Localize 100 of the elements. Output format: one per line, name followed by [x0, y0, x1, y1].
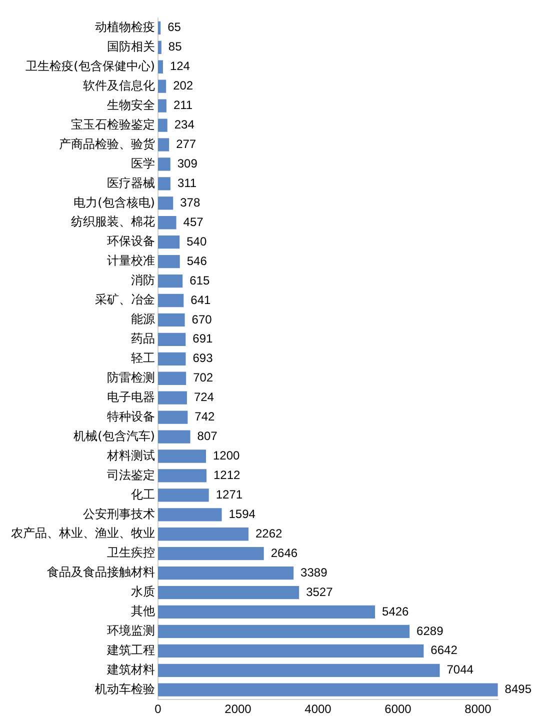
bar	[158, 430, 190, 444]
y-tick-label: 软件及信息化	[83, 78, 155, 92]
bar	[158, 158, 170, 171]
data-label: 615	[190, 273, 210, 288]
y-tick-label: 采矿、冶金	[95, 292, 155, 307]
data-label: 1594	[228, 506, 256, 521]
x-tick-label: 2000	[224, 702, 252, 716]
data-label: 309	[177, 156, 198, 171]
data-label: 378	[180, 195, 200, 210]
y-tick-label: 国防相关	[107, 40, 155, 54]
y-tick-label: 动植物检疫	[95, 20, 155, 34]
data-label: 691	[192, 332, 213, 346]
bar	[158, 664, 440, 677]
x-tick-label: 8000	[464, 702, 492, 716]
data-label: 2262	[255, 526, 282, 540]
data-label: 211	[173, 98, 193, 112]
y-tick-label: 农产品、林业、渔业、牧业	[11, 526, 155, 540]
bar	[158, 60, 163, 74]
y-tick-label: 消防	[131, 273, 155, 288]
y-tick-label: 机械(包含汽车)	[74, 428, 155, 443]
data-label: 234	[174, 118, 195, 132]
bar	[158, 40, 162, 54]
data-label: 7044	[446, 662, 474, 677]
bar	[158, 313, 185, 327]
bar	[158, 488, 209, 502]
data-label: 457	[183, 214, 204, 229]
y-tick-label: 药品	[131, 332, 155, 346]
data-label: 65	[168, 20, 182, 34]
data-label: 202	[173, 78, 194, 93]
y-tick-label: 宝玉石检验鉴定	[71, 117, 155, 132]
bar	[158, 605, 376, 619]
y-tick-label: 公安刑事技术	[83, 506, 155, 521]
data-label: 1212	[213, 468, 240, 482]
y-tick-label: 医疗器械	[107, 176, 155, 190]
bar	[158, 450, 206, 463]
bar	[158, 566, 294, 580]
bar	[158, 469, 206, 482]
data-label: 6289	[416, 624, 444, 638]
bar	[158, 528, 248, 541]
data-label: 540	[186, 234, 207, 248]
bar	[158, 254, 180, 268]
y-tick-label: 水质	[131, 584, 155, 599]
data-label: 311	[177, 176, 197, 190]
bar	[158, 274, 183, 288]
data-label: 1271	[216, 487, 243, 502]
bar	[158, 99, 166, 112]
data-label: 3527	[306, 584, 334, 599]
y-tick-label: 能源	[131, 312, 155, 326]
bar	[158, 391, 187, 404]
y-tick-label: 计量校准	[107, 254, 155, 268]
data-label: 693	[192, 351, 214, 366]
bar	[158, 547, 264, 560]
y-tick-label: 建筑材料	[106, 662, 155, 677]
data-label: 546	[186, 254, 208, 268]
y-tick-label: 电力(包含核电)	[74, 195, 155, 210]
bar	[158, 508, 222, 522]
x-tick-label: 6000	[384, 702, 412, 716]
y-tick-label: 环境监测	[107, 624, 155, 638]
data-label: 1200	[213, 448, 240, 463]
bar	[158, 352, 186, 366]
y-tick-label: 建筑工程	[106, 643, 155, 658]
data-label: 85	[168, 40, 182, 54]
y-tick-label: 材料测试	[106, 448, 155, 462]
bar	[158, 332, 186, 346]
bar	[158, 196, 174, 210]
bar	[158, 236, 180, 249]
data-label: 2646	[270, 546, 298, 560]
data-label: 742	[194, 410, 216, 424]
data-label: 277	[176, 137, 196, 152]
y-tick-label: 电子电器	[107, 390, 155, 404]
y-tick-label: 纺织服装、棉花	[71, 214, 155, 229]
y-tick-label: 生物安全	[107, 98, 155, 112]
data-label: 8495	[504, 682, 532, 696]
y-tick-label: 化工	[131, 487, 155, 502]
bar	[158, 177, 170, 190]
y-tick-label: 轻工	[131, 351, 155, 366]
y-tick-label: 防雷检测	[107, 370, 155, 384]
bar	[158, 586, 300, 600]
bar	[158, 294, 184, 308]
bar	[158, 644, 424, 658]
data-label: 702	[193, 370, 214, 385]
bar	[158, 21, 161, 35]
y-tick-label: 卫生检疫(包含保健中心)	[26, 58, 155, 73]
data-label: 5426	[382, 604, 410, 618]
bar	[158, 118, 168, 132]
y-tick-label: 其他	[131, 604, 155, 618]
y-tick-label: 食品及食品接触材料	[47, 565, 155, 580]
y-tick-label: 医学	[131, 156, 155, 170]
data-label: 641	[190, 292, 211, 307]
bar	[158, 683, 498, 696]
bar	[158, 624, 410, 638]
data-label: 807	[197, 429, 218, 444]
y-tick-label: 卫生疾控	[107, 546, 155, 560]
x-tick-label: 4000	[304, 702, 332, 716]
bar	[158, 372, 186, 385]
y-tick-label: 机动车检验	[95, 682, 155, 696]
bar	[158, 216, 176, 230]
data-label: 6642	[430, 643, 458, 658]
data-label: 124	[170, 59, 190, 74]
data-label: 670	[192, 312, 212, 326]
